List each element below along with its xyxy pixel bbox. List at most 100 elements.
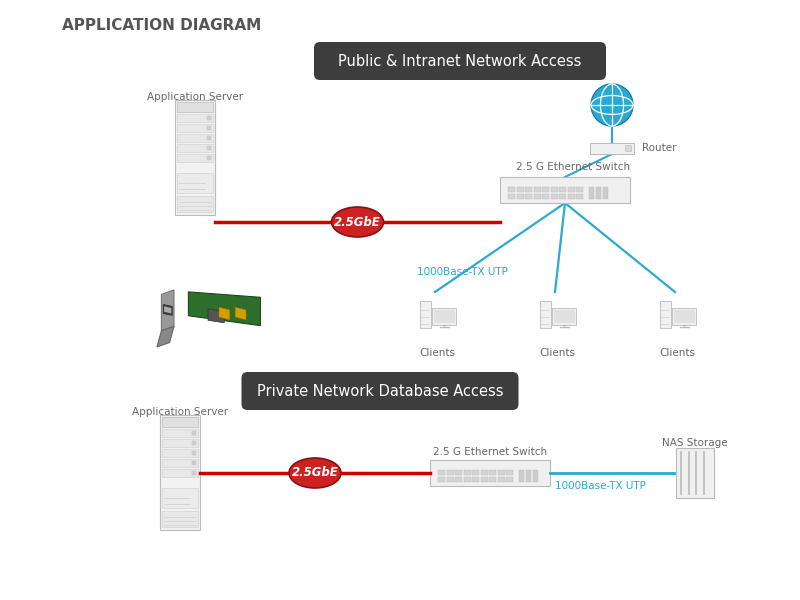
FancyBboxPatch shape	[506, 477, 513, 482]
FancyBboxPatch shape	[498, 477, 505, 482]
FancyBboxPatch shape	[446, 470, 454, 475]
Text: 1000Base-TX UTP: 1000Base-TX UTP	[417, 267, 508, 277]
FancyBboxPatch shape	[489, 470, 496, 475]
Text: 2.5GbE: 2.5GbE	[292, 467, 338, 479]
FancyBboxPatch shape	[554, 310, 574, 323]
FancyBboxPatch shape	[506, 470, 513, 475]
FancyBboxPatch shape	[177, 114, 213, 122]
Circle shape	[591, 84, 633, 126]
FancyBboxPatch shape	[433, 308, 456, 325]
FancyBboxPatch shape	[192, 451, 196, 455]
FancyBboxPatch shape	[674, 310, 694, 323]
FancyBboxPatch shape	[576, 187, 583, 192]
FancyBboxPatch shape	[175, 100, 215, 215]
FancyBboxPatch shape	[576, 194, 583, 199]
FancyBboxPatch shape	[207, 156, 211, 160]
FancyBboxPatch shape	[455, 477, 462, 482]
FancyBboxPatch shape	[567, 187, 574, 192]
FancyBboxPatch shape	[660, 301, 670, 328]
Text: Clients: Clients	[419, 348, 455, 358]
FancyBboxPatch shape	[542, 187, 549, 192]
Polygon shape	[164, 306, 171, 313]
FancyBboxPatch shape	[162, 417, 198, 427]
Text: APPLICATION DIAGRAM: APPLICATION DIAGRAM	[62, 18, 262, 33]
Text: NAS Storage: NAS Storage	[662, 438, 728, 448]
FancyBboxPatch shape	[177, 102, 213, 112]
Ellipse shape	[331, 207, 383, 237]
Polygon shape	[157, 326, 174, 347]
FancyBboxPatch shape	[162, 439, 198, 447]
FancyBboxPatch shape	[508, 194, 515, 199]
Polygon shape	[208, 309, 224, 323]
FancyBboxPatch shape	[542, 194, 549, 199]
FancyBboxPatch shape	[434, 310, 454, 323]
FancyBboxPatch shape	[559, 194, 566, 199]
FancyBboxPatch shape	[207, 116, 211, 120]
FancyBboxPatch shape	[472, 477, 479, 482]
Text: Clients: Clients	[539, 348, 575, 358]
Text: 2.5GbE: 2.5GbE	[334, 215, 381, 229]
FancyBboxPatch shape	[160, 415, 200, 530]
FancyBboxPatch shape	[534, 194, 541, 199]
Polygon shape	[189, 292, 260, 326]
FancyBboxPatch shape	[489, 477, 496, 482]
FancyBboxPatch shape	[177, 196, 213, 212]
FancyBboxPatch shape	[472, 470, 479, 475]
FancyBboxPatch shape	[525, 187, 532, 192]
FancyBboxPatch shape	[177, 173, 213, 193]
FancyBboxPatch shape	[463, 470, 470, 475]
FancyBboxPatch shape	[625, 145, 631, 151]
Polygon shape	[219, 307, 230, 320]
FancyBboxPatch shape	[207, 126, 211, 130]
FancyBboxPatch shape	[162, 459, 198, 467]
FancyBboxPatch shape	[602, 187, 607, 199]
FancyBboxPatch shape	[177, 124, 213, 132]
FancyBboxPatch shape	[676, 448, 714, 498]
Text: Application Server: Application Server	[132, 407, 228, 417]
FancyBboxPatch shape	[540, 301, 550, 328]
FancyBboxPatch shape	[517, 194, 523, 199]
FancyBboxPatch shape	[498, 470, 505, 475]
Polygon shape	[163, 304, 172, 316]
FancyBboxPatch shape	[430, 460, 550, 486]
FancyBboxPatch shape	[438, 477, 445, 482]
FancyBboxPatch shape	[192, 431, 196, 435]
FancyBboxPatch shape	[177, 144, 213, 152]
FancyBboxPatch shape	[533, 470, 538, 482]
FancyBboxPatch shape	[481, 470, 487, 475]
FancyBboxPatch shape	[242, 372, 518, 410]
FancyBboxPatch shape	[314, 42, 606, 80]
FancyBboxPatch shape	[192, 441, 196, 445]
FancyBboxPatch shape	[177, 154, 213, 162]
Text: Router: Router	[642, 143, 677, 153]
FancyBboxPatch shape	[589, 187, 594, 199]
Ellipse shape	[289, 458, 341, 488]
FancyBboxPatch shape	[526, 470, 530, 482]
FancyBboxPatch shape	[207, 146, 211, 150]
FancyBboxPatch shape	[500, 177, 630, 203]
FancyBboxPatch shape	[446, 477, 454, 482]
FancyBboxPatch shape	[162, 511, 198, 527]
FancyBboxPatch shape	[518, 470, 523, 482]
FancyBboxPatch shape	[534, 187, 541, 192]
FancyBboxPatch shape	[550, 187, 558, 192]
FancyBboxPatch shape	[525, 194, 532, 199]
FancyBboxPatch shape	[463, 477, 470, 482]
FancyBboxPatch shape	[162, 429, 198, 437]
Text: 2.5 G Ethernet Switch: 2.5 G Ethernet Switch	[516, 162, 630, 172]
FancyBboxPatch shape	[192, 461, 196, 465]
Text: 1000Base-TX UTP: 1000Base-TX UTP	[555, 481, 646, 491]
Text: 2.5 G Ethernet Switch: 2.5 G Ethernet Switch	[433, 447, 547, 457]
FancyBboxPatch shape	[550, 194, 558, 199]
FancyBboxPatch shape	[177, 134, 213, 142]
FancyBboxPatch shape	[559, 187, 566, 192]
Polygon shape	[235, 307, 246, 320]
FancyBboxPatch shape	[567, 194, 574, 199]
FancyBboxPatch shape	[207, 136, 211, 140]
FancyBboxPatch shape	[420, 301, 430, 328]
FancyBboxPatch shape	[192, 471, 196, 475]
Text: Public & Intranet Network Access: Public & Intranet Network Access	[338, 53, 582, 68]
Text: Private Network Database Access: Private Network Database Access	[257, 383, 503, 398]
FancyBboxPatch shape	[481, 477, 487, 482]
FancyBboxPatch shape	[438, 470, 445, 475]
